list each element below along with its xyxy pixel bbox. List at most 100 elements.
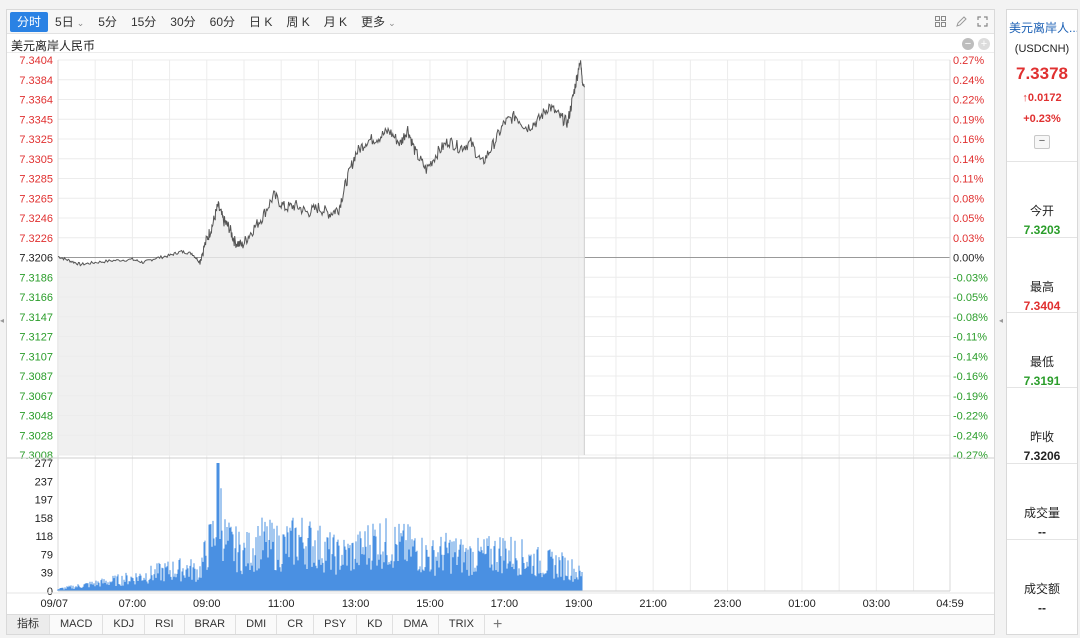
period-tab-2[interactable]: 5分 [91, 12, 124, 32]
stat-label: 最高 [1029, 280, 1054, 294]
pct-tick-label: 0.16% [953, 134, 984, 146]
pct-tick-label: -0.03% [953, 272, 988, 284]
add-indicator-button[interactable]: + [492, 615, 503, 633]
price-tick-label: 7.3008 [19, 450, 53, 462]
price-tick-label: 7.3246 [19, 213, 53, 225]
indicator-tab-rsi[interactable]: RSI [145, 615, 185, 634]
price-change-value: 0.0172 [1027, 92, 1062, 104]
time-tick-label: 17:00 [491, 598, 519, 610]
indicator-tab-macd[interactable]: MACD [50, 615, 104, 634]
pct-tick-label: 0.03% [953, 233, 984, 245]
price-tick-label: 7.3206 [19, 253, 53, 265]
stat-divider [1007, 387, 1077, 388]
price-tick-label: 7.3305 [19, 154, 53, 166]
grid-icon[interactable] [932, 12, 948, 30]
price-tick-label: 7.3186 [19, 272, 53, 284]
stat-block: 最高 7.3404 [1007, 278, 1077, 313]
period-tab-label: 分时 [17, 14, 42, 29]
price-tick-label: 7.3285 [19, 174, 53, 186]
stat-label: 成交量 [1023, 506, 1060, 520]
stat-block: 成交额 -- [1007, 580, 1077, 615]
price-tick-label: 7.3087 [19, 371, 53, 383]
price-tick-label: 7.3364 [19, 95, 53, 107]
period-tab-0[interactable]: 分时 [10, 11, 49, 32]
stat-label: 今开 [1029, 204, 1054, 218]
time-tick-label: 11:00 [268, 598, 295, 610]
indicator-tab-psy[interactable]: PSY [314, 615, 358, 634]
pct-tick-label: 0.27% [953, 55, 984, 67]
stat-label: 最低 [1029, 355, 1054, 369]
period-tab-3[interactable]: 15分 [124, 12, 163, 32]
period-tab-label: 月 K [323, 14, 348, 29]
stat-value: 7.3206 [1023, 449, 1061, 463]
zoom-in-button[interactable]: + [978, 38, 990, 50]
pct-tick-label: -0.22% [953, 411, 988, 423]
time-tick-label: 07:00 [119, 598, 147, 610]
period-tab-6[interactable]: 日 K [242, 12, 279, 32]
price-tick-label: 7.3325 [19, 134, 53, 146]
volume-tick-label: 197 [35, 495, 53, 507]
chevron-down-icon: ⌄ [388, 17, 396, 28]
indicator-tab-kdj[interactable]: KDJ [103, 615, 146, 634]
period-tab-label: 更多 [361, 14, 386, 29]
pct-tick-label: 0.22% [953, 95, 984, 107]
price-tick-label: 7.3147 [19, 312, 53, 324]
period-tab-4[interactable]: 30分 [163, 12, 202, 32]
time-tick-label: 23:00 [714, 598, 742, 610]
time-tick-label: 15:00 [416, 598, 444, 610]
indicator-tab-dma[interactable]: DMA [393, 615, 439, 634]
pct-tick-label: 0.05% [953, 213, 984, 225]
stat-value: 7.3404 [1023, 299, 1061, 313]
period-tab-9[interactable]: 更多 ⌄ [354, 12, 403, 32]
stat-block: 今开 7.3203 [1007, 202, 1077, 237]
collapse-left-icon[interactable]: ◂ [0, 316, 5, 325]
pencil-icon[interactable] [953, 12, 969, 30]
price-tick-label: 7.3345 [19, 114, 53, 126]
price-tick-label: 7.3127 [19, 332, 53, 344]
quote-collapse-button[interactable]: − [1034, 135, 1050, 149]
time-tick-label: 01:00 [788, 598, 816, 610]
volume-tick-label: 237 [35, 476, 53, 488]
period-tab-label: 日 K [249, 14, 273, 29]
period-tab-1[interactable]: 5日 ⌄ [48, 12, 91, 32]
indicator-bar: 指标 MACD KDJ RSI BRAR DMI CR PSY KD DMA TRIX + [7, 614, 994, 634]
instrument-name[interactable]: 美元离岸人... [1009, 21, 1077, 35]
pct-tick-label: -0.19% [953, 391, 988, 403]
stat-block: 成交量 -- [1007, 504, 1077, 539]
toolbar-right-icons [932, 12, 990, 30]
price-change: ↑0.0172 [1007, 92, 1077, 104]
zoom-out-button[interactable]: − [962, 38, 974, 50]
chart-header: 美元离岸人民币 − + [7, 35, 994, 53]
pct-tick-label: 0.08% [953, 193, 984, 205]
collapse-quote-icon[interactable]: ◂ [999, 316, 1004, 325]
indicator-tab-brar[interactable]: BRAR [185, 615, 237, 634]
pct-tick-label: 0.19% [953, 114, 984, 126]
period-toolbar: 分时 5日 ⌄ 5分 15分 30分 60分日 K 周 K 月 K 更多 ⌄ [7, 10, 994, 34]
price-tick-label: 7.3107 [19, 351, 53, 363]
time-tick-label: 13:00 [342, 598, 370, 610]
period-tab-7[interactable]: 周 K [279, 12, 316, 32]
period-tab-5[interactable]: 60分 [203, 12, 242, 32]
stat-value: 7.3203 [1023, 223, 1061, 237]
expand-icon[interactable] [974, 12, 990, 30]
chart-title: 美元离岸人民币 [11, 39, 96, 53]
stat-divider [1007, 237, 1077, 238]
stat-label: 成交额 [1023, 582, 1060, 596]
volume-tick-label: 0 [47, 586, 53, 598]
volume-tick-label: 277 [35, 458, 53, 470]
indicator-tab-trix[interactable]: TRIX [439, 615, 485, 634]
pct-tick-label: -0.16% [953, 371, 988, 383]
time-tick-label: 09:00 [193, 598, 221, 610]
volume-tick-label: 79 [41, 549, 53, 561]
last-price: 7.3378 [1016, 64, 1068, 83]
volume-tick-label: 118 [35, 531, 53, 543]
indicator-tab-cr[interactable]: CR [277, 615, 315, 634]
price-tick-label: 7.3048 [19, 411, 53, 423]
pct-tick-label: 0.00% [953, 253, 984, 265]
pct-tick-label: -0.27% [953, 450, 988, 462]
intraday-chart[interactable]: 7.3404 0.27% 7.3384 0.24% 7.3364 0.22% 7.3345 0… [7, 53, 994, 615]
period-tab-8[interactable]: 月 K [317, 12, 354, 32]
indicator-tab-kd[interactable]: KD [357, 615, 394, 634]
indicator-label[interactable]: 指标 [7, 615, 50, 634]
indicator-tab-dmi[interactable]: DMI [236, 615, 278, 634]
